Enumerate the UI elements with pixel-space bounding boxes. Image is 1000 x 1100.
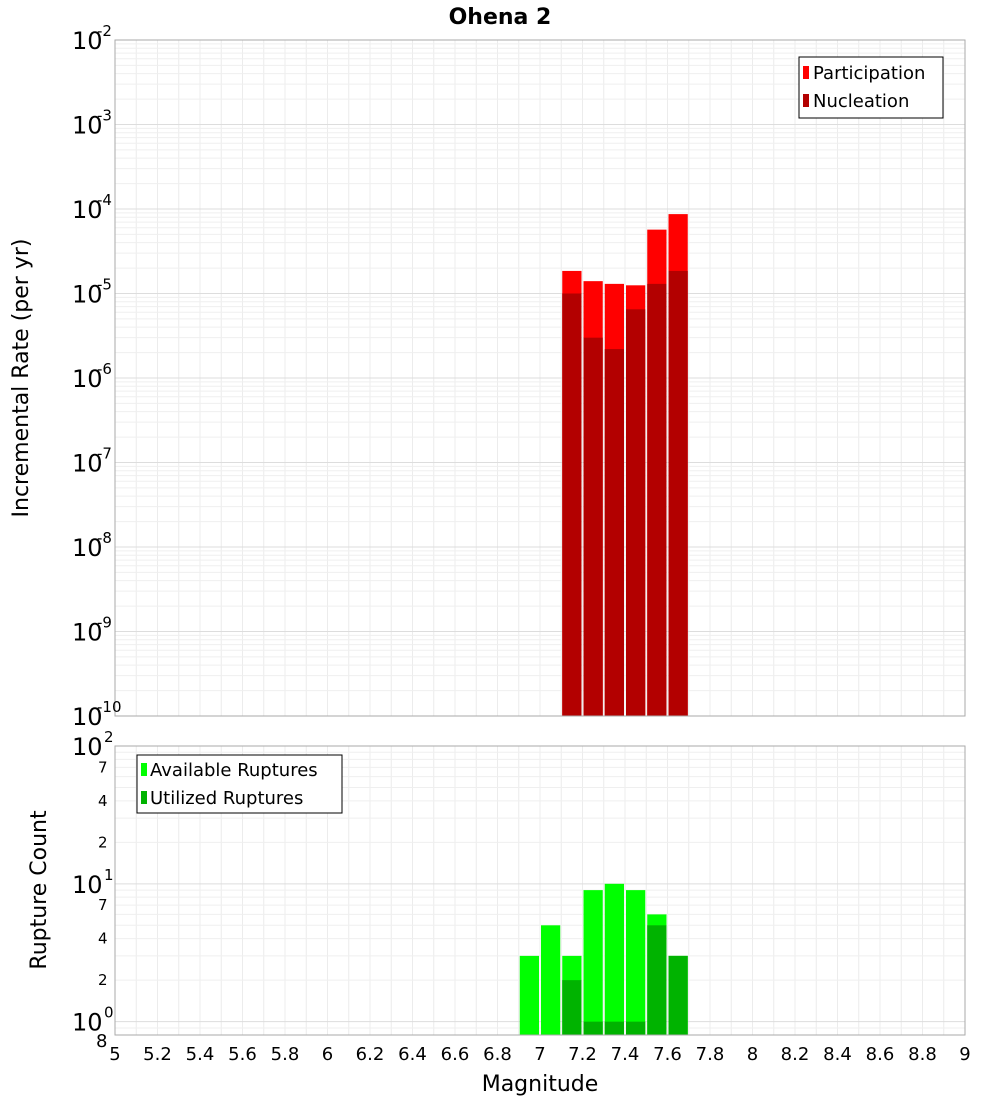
top-y-tick-label: 10	[72, 196, 103, 224]
top-y-tick-label: 10	[72, 534, 103, 562]
bottom-plot-frame	[114, 745, 966, 1036]
bottom-bar-utilized-ruptures	[604, 1021, 624, 1035]
x-tick-label: 8	[747, 1044, 758, 1065]
x-tick-label: 6.4	[398, 1044, 427, 1065]
bottom-y-tick-label: 10	[72, 733, 103, 761]
top-y-tick-exponent: -9	[97, 614, 112, 632]
bottom-bar-utilized-ruptures	[647, 925, 667, 1035]
x-axis-label: Magnitude	[482, 1072, 599, 1097]
x-tick-label: 5.6	[228, 1044, 257, 1065]
legend-label-available: Available Ruptures	[150, 760, 318, 781]
x-tick-label: 6	[322, 1044, 333, 1065]
top-bar-nucleation	[562, 293, 582, 716]
bottom-bar-utilized-ruptures	[583, 1021, 603, 1035]
legend-swatch-participation	[803, 66, 809, 79]
bottom-bar-utilized-ruptures	[668, 955, 688, 1035]
bottom-y-minor-tick-label: 2	[98, 833, 108, 851]
top-y-tick-exponent: -6	[97, 360, 112, 378]
top-y-tick-exponent: -5	[97, 276, 112, 294]
x-tick-label: 5.8	[271, 1044, 300, 1065]
x-tick-label: 7	[534, 1044, 545, 1065]
legend-swatch-nucleation	[803, 94, 809, 107]
top-legend-box	[798, 56, 944, 119]
bottom-y-tick-label: 10	[72, 1009, 103, 1037]
bottom-bar-available-ruptures	[583, 890, 603, 1035]
x-tick-label: 6.6	[441, 1044, 470, 1065]
top-y-tick-exponent: -8	[97, 529, 112, 547]
top-y-tick-label: 10	[72, 112, 103, 140]
x-tick-label: 8.6	[866, 1044, 895, 1065]
top-y-tick-exponent: -7	[97, 445, 112, 463]
grid-layer	[115, 40, 965, 1035]
bottom-y-tick-exponent: 2	[104, 728, 114, 746]
bottom-bar-available-ruptures	[519, 955, 539, 1035]
top-bar-nucleation	[604, 349, 624, 716]
top-y-tick-label: 10	[72, 450, 103, 478]
legend-swatch-utilized	[141, 791, 147, 804]
legend-label-utilized: Utilized Ruptures	[150, 788, 303, 809]
bottom-bar-utilized-ruptures	[562, 980, 582, 1035]
top-bar-nucleation	[626, 309, 646, 716]
top-y-tick-exponent: -10	[97, 698, 122, 716]
legend-swatch-available	[141, 763, 147, 776]
top-y-tick-label: 10	[72, 281, 103, 309]
bottom-bar-utilized-ruptures	[626, 1021, 646, 1035]
x-tick-label: 7.6	[653, 1044, 682, 1065]
bottom-y-minor-tick-label: 4	[98, 930, 108, 948]
top-y-tick-exponent: -4	[97, 191, 112, 209]
x-tick-label: 8.8	[908, 1044, 937, 1065]
bottom-y-minor-tick-label: 7	[98, 758, 108, 776]
top-y-tick-label: 10	[72, 27, 103, 55]
bottom-y-tick-label: 10	[72, 871, 103, 899]
bottom-legend: Available Ruptures Utilized Ruptures	[136, 754, 343, 814]
top-y-tick-label: 10	[72, 365, 103, 393]
bottom-y-minor-tick-label: 4	[98, 792, 108, 810]
bottom-y-minor-tick-label: 7	[98, 896, 108, 914]
bars-layer	[519, 214, 688, 1035]
legend-label-participation: Participation	[813, 63, 925, 84]
top-y-tick-exponent: -3	[97, 107, 112, 125]
x-tick-label: 7.8	[696, 1044, 725, 1065]
bottom-y-axis-label: Rupture Count	[27, 810, 52, 970]
bottom-legend-box	[136, 754, 343, 814]
frame-layer	[114, 39, 966, 1036]
top-y-tick-label: 10	[72, 703, 103, 731]
x-tick-label: 8.2	[781, 1044, 810, 1065]
bottom-y-minor-tick-label: 2	[98, 971, 108, 989]
x-tick-label: 7.2	[568, 1044, 597, 1065]
legend-label-nucleation: Nucleation	[813, 91, 909, 112]
bottom-bar-available-ruptures	[626, 890, 646, 1035]
x-tick-label: 5	[109, 1044, 120, 1065]
bottom-y-minor-tick-label: 8	[96, 1031, 107, 1052]
top-y-tick-label: 10	[72, 619, 103, 647]
x-tick-label: 6.8	[483, 1044, 512, 1065]
x-tick-label: 5.2	[143, 1044, 172, 1065]
x-tick-label: 6.2	[356, 1044, 385, 1065]
x-tick-label: 9	[959, 1044, 970, 1065]
top-plot-frame	[114, 39, 966, 717]
x-tick-label: 7.4	[611, 1044, 640, 1065]
top-legend: Participation Nucleation	[798, 56, 944, 119]
top-y-tick-exponent: -2	[97, 22, 112, 40]
bottom-bar-available-ruptures	[541, 925, 561, 1035]
bottom-y-tick-exponent: 1	[104, 866, 114, 884]
bottom-bar-available-ruptures	[604, 883, 624, 1035]
chart-title: Ohena 2	[449, 5, 552, 30]
x-tick-label: 8.4	[823, 1044, 852, 1065]
bottom-y-tick-exponent: 0	[104, 1004, 114, 1022]
x-tick-label: 5.4	[186, 1044, 215, 1065]
top-bar-nucleation	[583, 337, 603, 716]
top-bar-nucleation	[668, 270, 688, 716]
top-y-axis-label: Incremental Rate (per yr)	[9, 239, 34, 518]
top-bar-nucleation	[647, 283, 667, 716]
